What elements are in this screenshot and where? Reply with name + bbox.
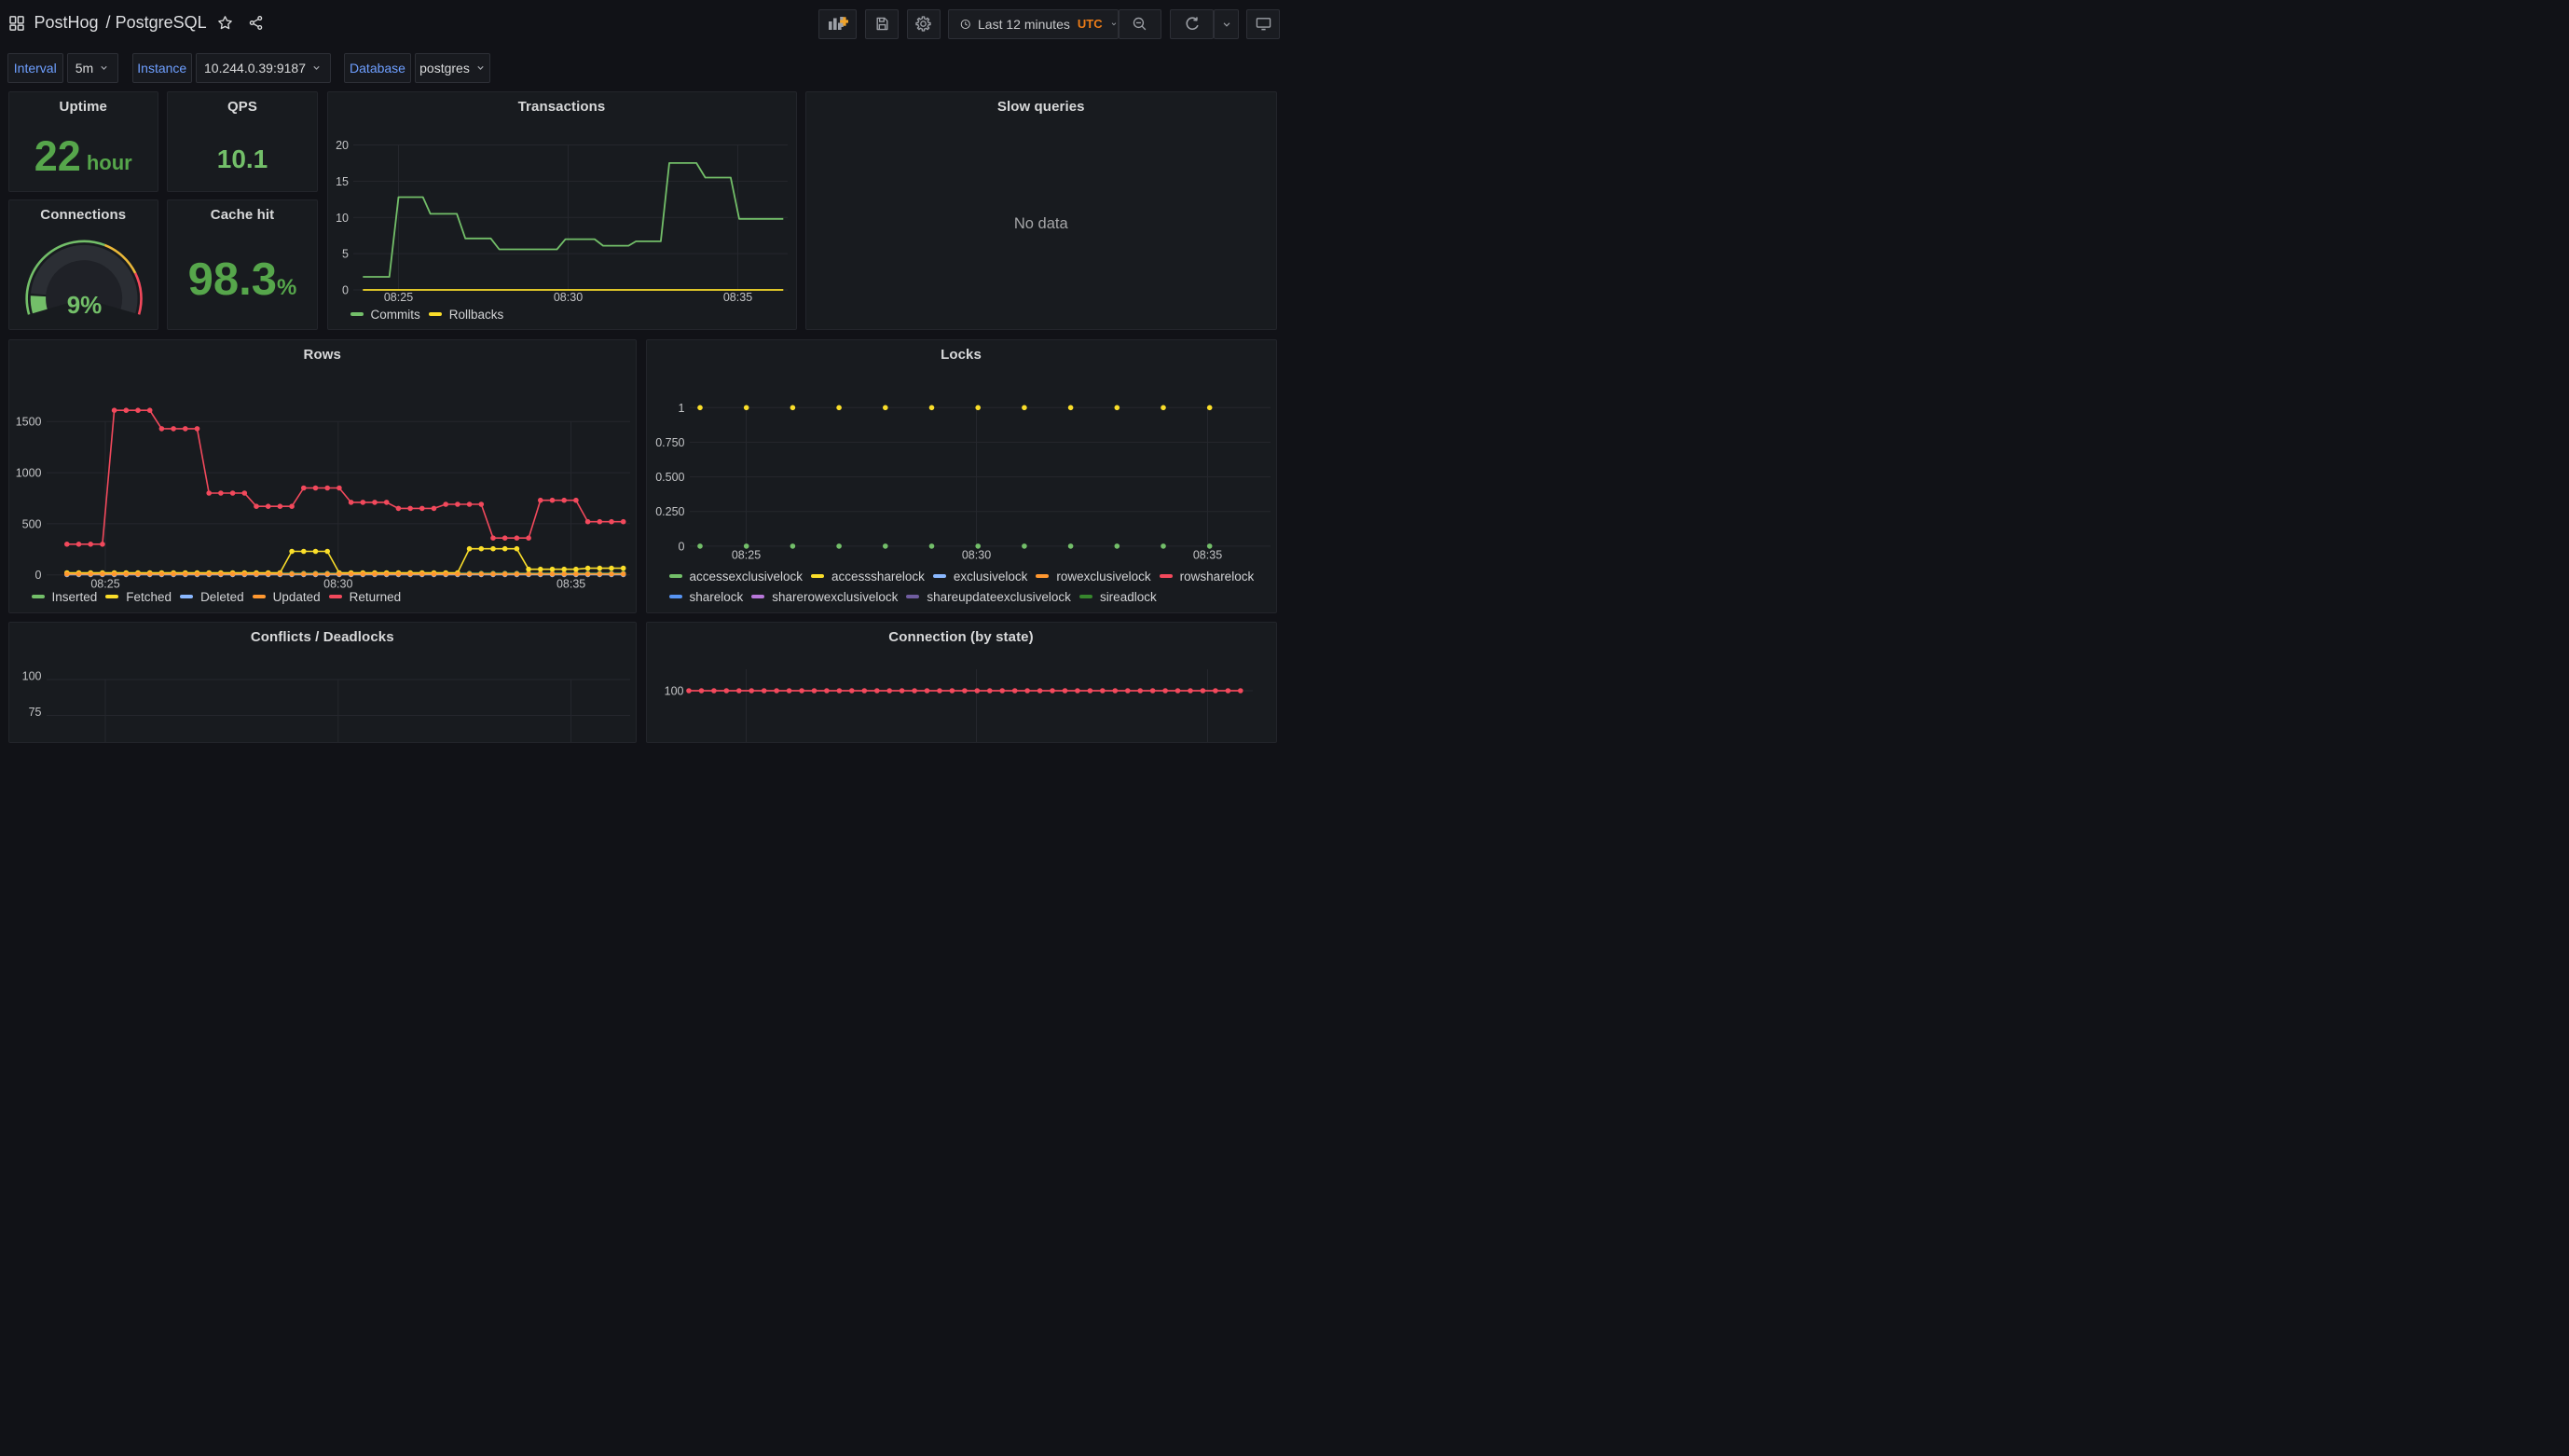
svg-text:15: 15 — [336, 174, 349, 187]
svg-text:08:25: 08:25 — [731, 548, 760, 561]
svg-text:100: 100 — [21, 670, 41, 683]
svg-text:08:35: 08:35 — [1192, 548, 1221, 561]
svg-text:100: 100 — [664, 685, 683, 698]
svg-text:10: 10 — [336, 211, 349, 224]
svg-text:08:35: 08:35 — [722, 291, 751, 304]
svg-text:0: 0 — [678, 540, 684, 553]
svg-text:08:25: 08:25 — [90, 577, 119, 590]
svg-text:500: 500 — [21, 517, 41, 530]
svg-text:5: 5 — [342, 247, 349, 260]
svg-text:08:35: 08:35 — [556, 577, 584, 590]
svg-text:08:30: 08:30 — [553, 291, 582, 304]
svg-text:08:25: 08:25 — [383, 291, 412, 304]
svg-text:9%: 9% — [66, 291, 102, 319]
svg-text:0.250: 0.250 — [655, 505, 684, 518]
svg-text:1500: 1500 — [15, 415, 41, 428]
svg-text:1: 1 — [678, 401, 684, 414]
svg-text:08:30: 08:30 — [961, 548, 990, 561]
svg-text:0: 0 — [342, 283, 349, 296]
svg-text:20: 20 — [336, 139, 349, 152]
svg-text:1000: 1000 — [15, 466, 41, 479]
svg-text:0.500: 0.500 — [655, 471, 684, 484]
svg-text:0: 0 — [34, 569, 41, 582]
svg-text:0.750: 0.750 — [655, 435, 684, 448]
svg-text:08:30: 08:30 — [323, 577, 352, 590]
svg-text:75: 75 — [28, 706, 41, 719]
